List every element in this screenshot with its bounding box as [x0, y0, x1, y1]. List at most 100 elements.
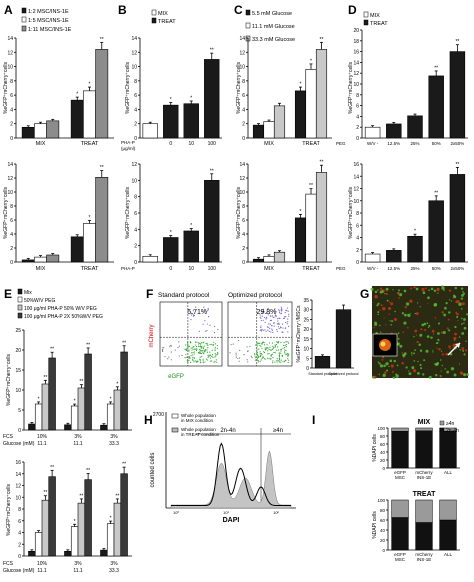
flow-event-green	[254, 355, 256, 357]
cell-signal	[456, 299, 460, 304]
flow-event-double	[287, 318, 289, 320]
flow-event-double	[195, 306, 197, 308]
y-tick-label: 4	[134, 107, 137, 113]
cell-signal	[405, 366, 408, 369]
flow-event-double	[214, 325, 216, 327]
flow-event-green	[211, 354, 214, 356]
cell-signal	[392, 289, 394, 291]
flow-event-green	[259, 352, 261, 355]
y-tick-label: 14	[15, 472, 21, 478]
cell-signal	[414, 349, 416, 351]
flow-event-neg	[168, 356, 170, 358]
flow-event-double	[268, 323, 270, 325]
flow-event-green	[256, 342, 258, 345]
flow-event-green	[271, 353, 274, 355]
y-tick-label: 10	[7, 190, 13, 196]
flow-event-green	[199, 342, 201, 345]
flow-event-green	[284, 344, 286, 346]
flow-event-double	[287, 331, 289, 333]
cell-signal	[377, 361, 380, 363]
y-tick-label: 14	[7, 36, 13, 42]
flow-event-green	[186, 360, 189, 362]
x-category-label: 12.5%	[387, 141, 400, 146]
flow-event-double	[270, 315, 272, 317]
bar	[41, 499, 50, 557]
bar	[77, 502, 86, 557]
cell-signal	[465, 349, 468, 352]
bar	[48, 357, 56, 431]
bar-2n4n	[439, 519, 457, 551]
flow-event-green	[260, 359, 262, 361]
legend-label: in TREAT condition	[181, 432, 220, 437]
significance-mark: *	[300, 82, 302, 88]
cell-signal	[459, 363, 461, 365]
flow-event-green	[205, 349, 207, 351]
flow-event-double	[259, 314, 261, 316]
flow-event-green	[257, 360, 259, 362]
gate-2n4n-label: 2n-4n	[220, 428, 235, 434]
y-axis-title: %eGFP⁺mCherry⁺cells	[236, 187, 242, 239]
significance-mark: *	[89, 215, 91, 221]
flow-event-neg	[159, 349, 161, 352]
glucose-label: Glucose (mM)	[3, 568, 35, 574]
cell-signal	[456, 312, 459, 316]
cell-signal	[419, 363, 422, 367]
flow-event-neg	[247, 361, 249, 363]
inset-fused-cell-core	[380, 341, 386, 347]
flow-event-double	[260, 319, 262, 322]
flow-event-green	[189, 341, 192, 343]
flow-event-double	[279, 317, 281, 319]
y-tick-label: 6	[242, 218, 245, 224]
flow-event-green	[288, 359, 290, 361]
cell-signal	[423, 322, 427, 326]
flow-event-green	[284, 349, 286, 351]
flow-event-green	[254, 359, 257, 361]
y-tick-label: 16	[353, 162, 359, 168]
cell-signal	[401, 361, 404, 365]
optimized-protocol-title: Optimized protocol	[228, 292, 283, 299]
flow-event-green	[207, 344, 209, 346]
cell-signal	[452, 296, 455, 299]
flow-event-green	[267, 353, 269, 355]
cell-signal	[460, 308, 463, 310]
x-axis-prefix: PEG	[336, 141, 346, 146]
cell-signal	[463, 326, 467, 330]
x-category-label: TREAT	[302, 141, 320, 147]
significance-mark: **	[434, 65, 438, 71]
y-tick-label: 0	[10, 260, 13, 266]
flow-event-green	[197, 351, 200, 354]
mix-chart-title: MIX	[418, 419, 431, 426]
cell-signal	[381, 359, 384, 361]
y-tick-label: 35	[303, 298, 309, 304]
cell-signal	[426, 335, 430, 338]
flow-event-double	[280, 312, 282, 315]
flow-event-double	[213, 331, 216, 334]
cell-signal	[374, 290, 378, 294]
cell-signal	[448, 299, 451, 301]
cell-signal	[421, 287, 425, 292]
cell-signal	[403, 289, 407, 293]
cell-signal	[408, 370, 410, 372]
flow-event-double	[277, 318, 279, 320]
flow-event-green	[204, 361, 206, 363]
y-tick-label: 8	[10, 79, 13, 85]
flow-event-green	[259, 344, 261, 347]
flow-event-green	[207, 356, 209, 358]
glucose-value: 11.1	[73, 441, 83, 447]
flow-event-double	[269, 312, 271, 314]
flow-event-neg	[181, 354, 183, 357]
bar	[315, 49, 328, 139]
cell-signal	[411, 377, 413, 379]
flow-event-green	[207, 354, 209, 356]
flow-event-double	[280, 309, 282, 311]
bar	[183, 103, 199, 139]
flow-event-green	[193, 361, 195, 363]
flow-x-axis-label: eGFP	[168, 374, 184, 380]
flow-event-green	[278, 359, 281, 361]
flow-event-green	[257, 361, 259, 363]
flow-event-green	[212, 344, 214, 347]
significance-mark: *	[38, 396, 40, 402]
significance-mark: **	[309, 183, 313, 189]
bar	[83, 223, 96, 263]
flow-event-green	[188, 357, 190, 360]
